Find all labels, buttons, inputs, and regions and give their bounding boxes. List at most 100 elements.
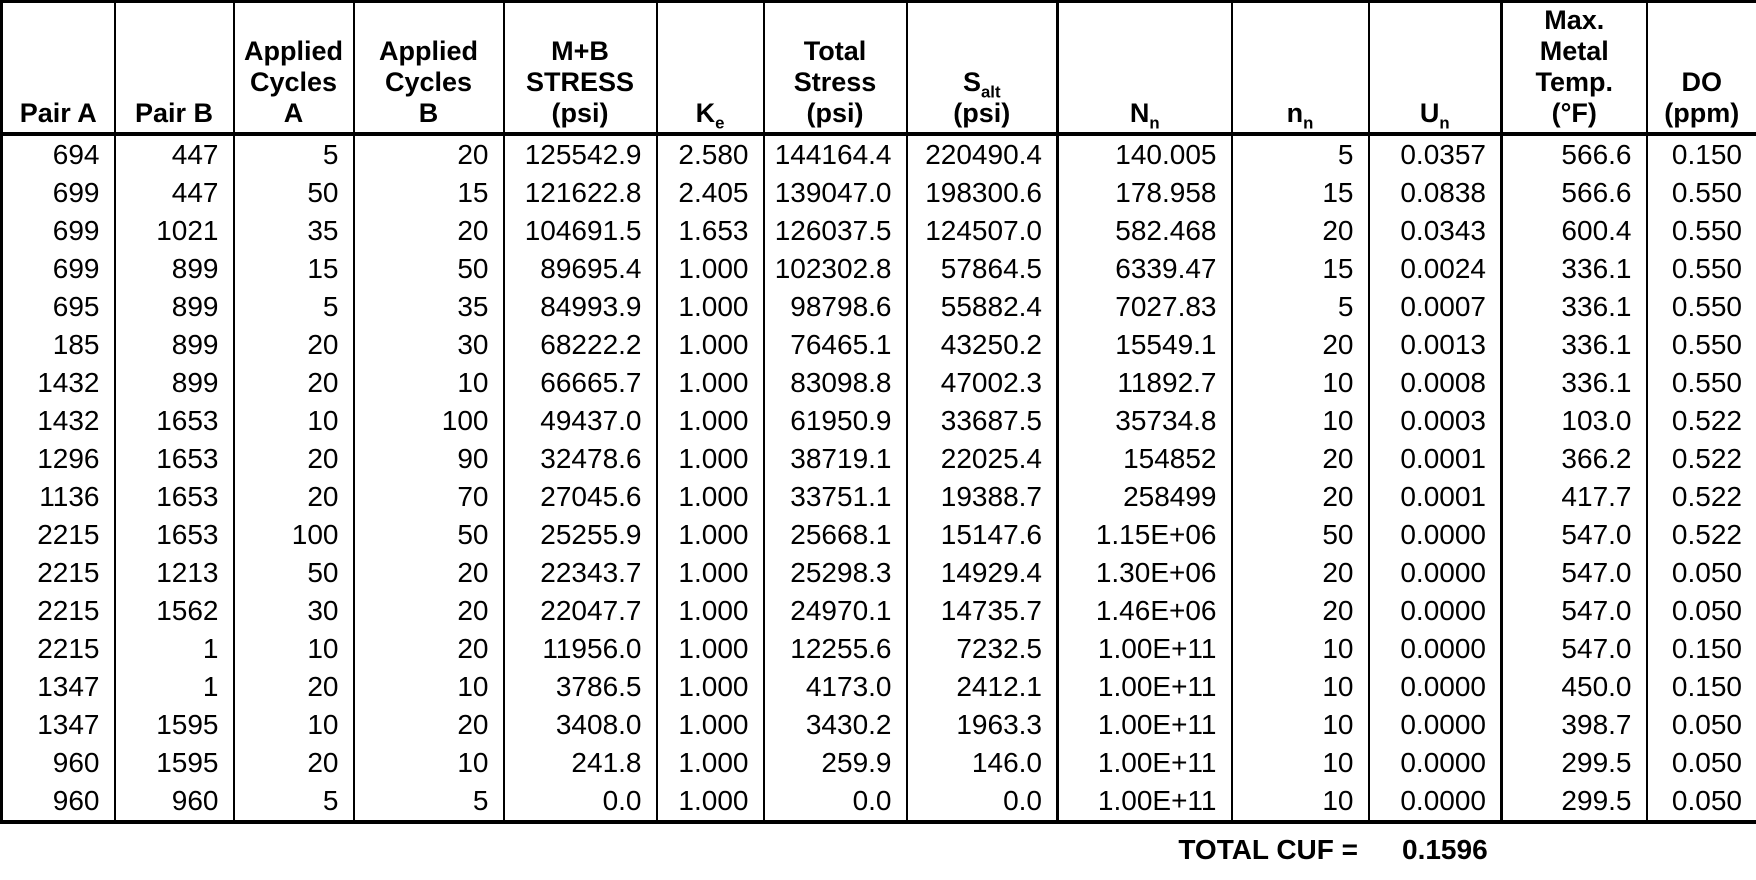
cell-nn-allowable: 258499 xyxy=(1058,478,1232,516)
cell-nn-applied: 10 xyxy=(1232,706,1369,744)
cell-applied-cycles-b: 10 xyxy=(354,364,504,402)
cell-do-ppm: 0.522 xyxy=(1647,516,1756,554)
cell-mb-stress-psi: 25255.9 xyxy=(504,516,657,554)
col-header-nn-applied: nn xyxy=(1232,2,1369,135)
cell-pair-b: 1562 xyxy=(115,592,234,630)
cell-mb-stress-psi: 32478.6 xyxy=(504,440,657,478)
cell-applied-cycles-a: 5 xyxy=(234,288,354,326)
col-header-do-ppm: DO(ppm) xyxy=(1647,2,1756,135)
cell-total-stress-psi: 4173.0 xyxy=(764,668,907,706)
cell-ke: 1.000 xyxy=(657,250,764,288)
cell-pair-a: 185 xyxy=(2,326,115,364)
cell-un-usage: 0.0000 xyxy=(1369,554,1502,592)
cell-s-alt-psi: 15147.6 xyxy=(907,516,1058,554)
cell-pair-a: 1432 xyxy=(2,402,115,440)
cell-pair-b: 1213 xyxy=(115,554,234,592)
cell-total-stress-psi: 259.9 xyxy=(764,744,907,782)
cell-s-alt-psi: 14735.7 xyxy=(907,592,1058,630)
cell-mb-stress-psi: 68222.2 xyxy=(504,326,657,364)
cell-max-metal-temp-f: 398.7 xyxy=(1502,706,1647,744)
cell-total-stress-psi: 139047.0 xyxy=(764,174,907,212)
cell-s-alt-psi: 19388.7 xyxy=(907,478,1058,516)
cell-applied-cycles-a: 50 xyxy=(234,554,354,592)
total-cuf-value: 0.1596 xyxy=(1402,834,1488,866)
cell-nn-allowable: 6339.47 xyxy=(1058,250,1232,288)
cell-s-alt-psi: 43250.2 xyxy=(907,326,1058,364)
cell-applied-cycles-a: 20 xyxy=(234,364,354,402)
cell-applied-cycles-b: 70 xyxy=(354,478,504,516)
cell-max-metal-temp-f: 336.1 xyxy=(1502,288,1647,326)
cell-s-alt-psi: 33687.5 xyxy=(907,402,1058,440)
cell-pair-a: 2215 xyxy=(2,554,115,592)
cell-total-stress-psi: 12255.6 xyxy=(764,630,907,668)
cell-un-usage: 0.0000 xyxy=(1369,668,1502,706)
cell-pair-a: 960 xyxy=(2,744,115,782)
cell-total-stress-psi: 33751.1 xyxy=(764,478,907,516)
cell-total-stress-psi: 83098.8 xyxy=(764,364,907,402)
cell-do-ppm: 0.550 xyxy=(1647,326,1756,364)
cell-un-usage: 0.0000 xyxy=(1369,782,1502,822)
cell-pair-b: 447 xyxy=(115,174,234,212)
cell-un-usage: 0.0000 xyxy=(1369,630,1502,668)
cell-nn-applied: 20 xyxy=(1232,440,1369,478)
cell-ke: 2.405 xyxy=(657,174,764,212)
cell-mb-stress-psi: 3786.5 xyxy=(504,668,657,706)
cell-s-alt-psi: 22025.4 xyxy=(907,440,1058,478)
cell-ke: 1.000 xyxy=(657,668,764,706)
cell-total-stress-psi: 144164.4 xyxy=(764,134,907,174)
cell-pair-b: 899 xyxy=(115,326,234,364)
cell-nn-applied: 5 xyxy=(1232,134,1369,174)
cell-do-ppm: 0.550 xyxy=(1647,174,1756,212)
cell-pair-b: 1595 xyxy=(115,744,234,782)
cell-ke: 1.000 xyxy=(657,744,764,782)
cell-do-ppm: 0.150 xyxy=(1647,630,1756,668)
cell-s-alt-psi: 220490.4 xyxy=(907,134,1058,174)
cell-do-ppm: 0.150 xyxy=(1647,134,1756,174)
cell-nn-applied: 5 xyxy=(1232,288,1369,326)
cell-s-alt-psi: 198300.6 xyxy=(907,174,1058,212)
cell-un-usage: 0.0001 xyxy=(1369,440,1502,478)
cell-applied-cycles-b: 20 xyxy=(354,592,504,630)
col-header-nn-allowable: Nn xyxy=(1058,2,1232,135)
cell-pair-b: 899 xyxy=(115,250,234,288)
col-header-ke: Ke xyxy=(657,2,764,135)
cell-max-metal-temp-f: 450.0 xyxy=(1502,668,1647,706)
cell-nn-applied: 10 xyxy=(1232,744,1369,782)
cell-s-alt-psi: 55882.4 xyxy=(907,288,1058,326)
cell-pair-b: 1595 xyxy=(115,706,234,744)
cell-applied-cycles-a: 5 xyxy=(234,782,354,822)
cell-max-metal-temp-f: 336.1 xyxy=(1502,326,1647,364)
cell-nn-applied: 10 xyxy=(1232,364,1369,402)
cell-ke: 1.000 xyxy=(657,364,764,402)
cell-max-metal-temp-f: 547.0 xyxy=(1502,516,1647,554)
cell-nn-allowable: 1.00E+11 xyxy=(1058,744,1232,782)
cell-ke: 1.000 xyxy=(657,478,764,516)
cell-mb-stress-psi: 22047.7 xyxy=(504,592,657,630)
cell-applied-cycles-a: 30 xyxy=(234,592,354,630)
cell-pair-a: 1347 xyxy=(2,668,115,706)
cell-ke: 2.580 xyxy=(657,134,764,174)
cell-do-ppm: 0.550 xyxy=(1647,364,1756,402)
cell-applied-cycles-b: 10 xyxy=(354,668,504,706)
cell-ke: 1.000 xyxy=(657,706,764,744)
cell-mb-stress-psi: 27045.6 xyxy=(504,478,657,516)
col-header-un-usage: Un xyxy=(1369,2,1502,135)
cell-nn-applied: 50 xyxy=(1232,516,1369,554)
cell-applied-cycles-b: 100 xyxy=(354,402,504,440)
cell-nn-allowable: 582.468 xyxy=(1058,212,1232,250)
cell-nn-allowable: 1.30E+06 xyxy=(1058,554,1232,592)
cell-un-usage: 0.0838 xyxy=(1369,174,1502,212)
cell-un-usage: 0.0000 xyxy=(1369,706,1502,744)
cell-mb-stress-psi: 89695.4 xyxy=(504,250,657,288)
cell-max-metal-temp-f: 336.1 xyxy=(1502,364,1647,402)
cell-pair-b: 1021 xyxy=(115,212,234,250)
cell-applied-cycles-b: 20 xyxy=(354,134,504,174)
